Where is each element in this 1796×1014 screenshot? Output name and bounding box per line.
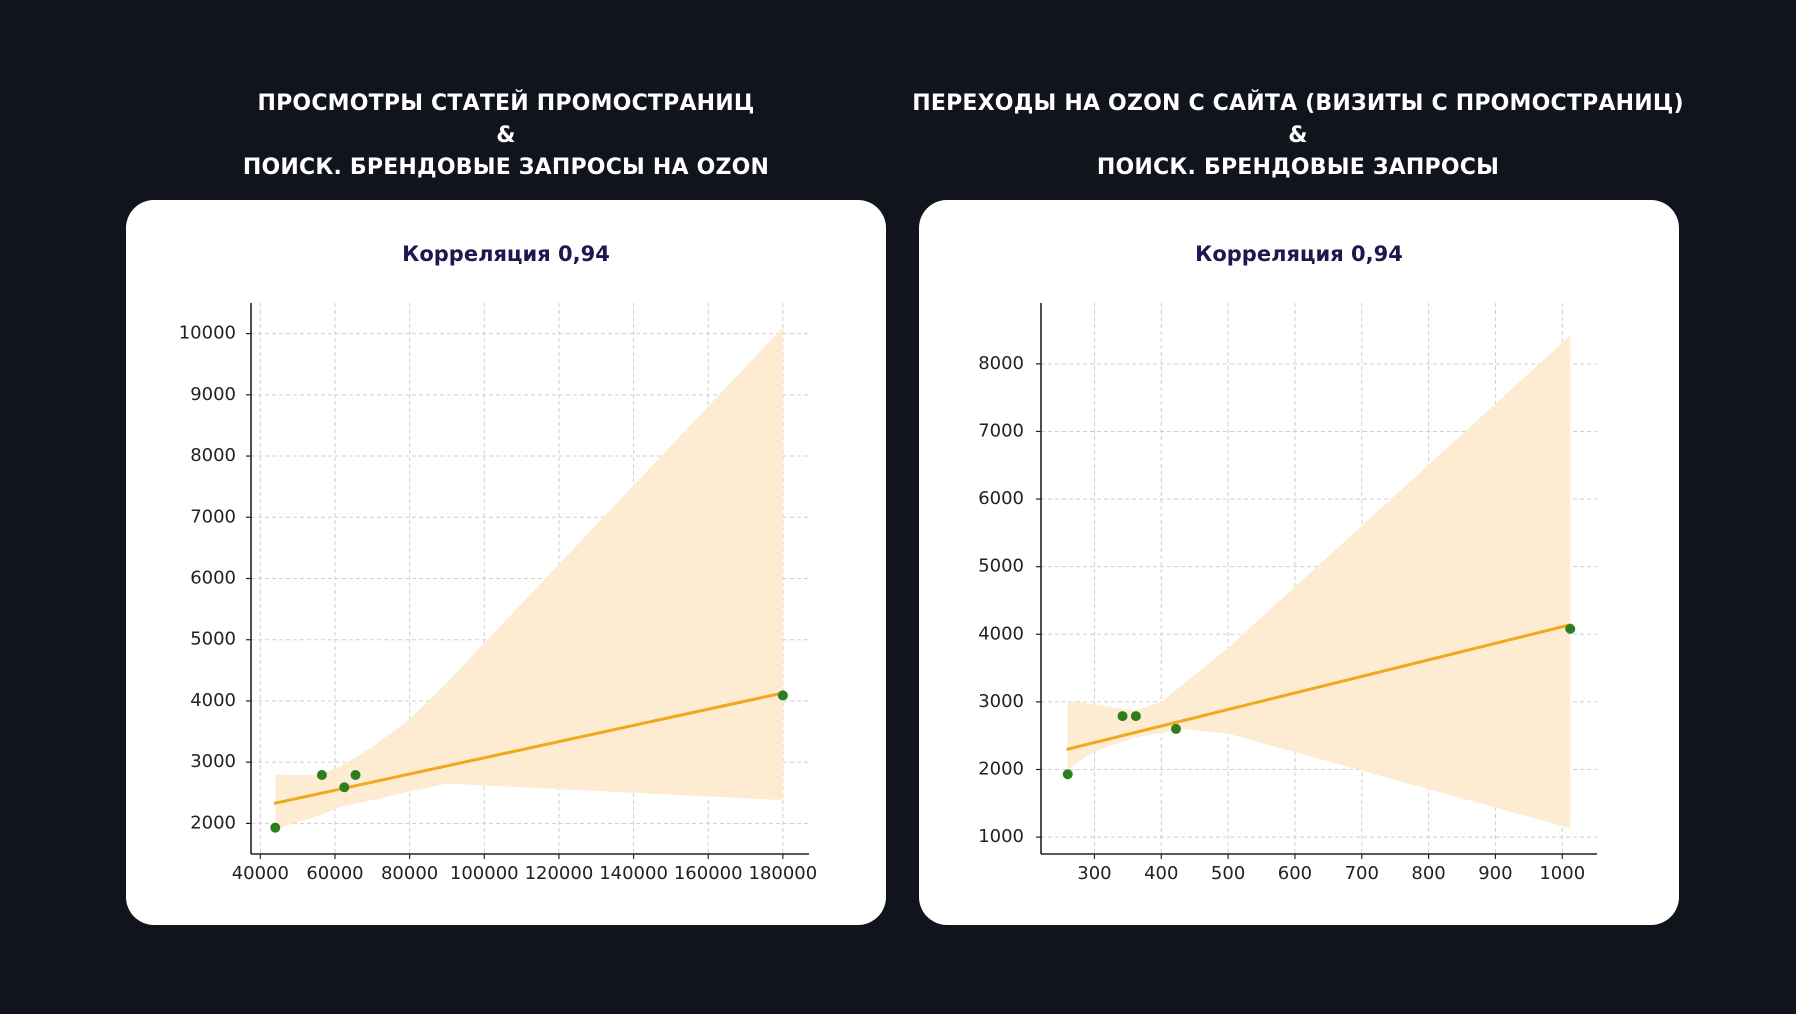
x-tick-label: 120000: [525, 863, 594, 884]
x-tick-label: 600: [1278, 863, 1312, 884]
data-point: [339, 782, 350, 793]
y-tick-label: 8000: [190, 445, 236, 466]
data-point: [1170, 723, 1181, 734]
x-tick-label: 100000: [450, 863, 519, 884]
left-panel-heading: ПРОСМОТРЫ СТАТЕЙ ПРОМОСТРАНИЦ & ПОИСК. Б…: [96, 88, 916, 184]
y-tick-label: 8000: [978, 353, 1024, 374]
y-tick-label: 2000: [978, 758, 1024, 779]
y-tick-label: 5000: [978, 556, 1024, 577]
data-point: [350, 770, 361, 781]
left-heading-ampersand: &: [496, 123, 516, 148]
regression-line: [1066, 623, 1572, 751]
x-tick-label: 1000: [1539, 863, 1585, 884]
y-tick-label: 6000: [190, 568, 236, 589]
x-tick-label: 80000: [381, 863, 438, 884]
regression-line: [273, 691, 785, 805]
x-tick-label: 60000: [306, 863, 363, 884]
right-heading-line3: ПОИСК. БРЕНДОВЫЕ ЗАПРОСЫ: [1096, 155, 1500, 180]
data-point: [1062, 769, 1073, 780]
right-heading-ampersand: &: [1288, 123, 1308, 148]
x-tick-label: 700: [1345, 863, 1379, 884]
x-tick-label: 400: [1144, 863, 1178, 884]
data-point: [1565, 623, 1576, 634]
right-panel-heading: ПЕРЕХОДЫ НА OZON С САЙТА (ВИЗИТЫ С ПРОМО…: [888, 88, 1708, 184]
data-point: [270, 822, 281, 833]
x-tick-label: 800: [1411, 863, 1445, 884]
y-tick-label: 3000: [190, 751, 236, 772]
x-tick-label: 900: [1478, 863, 1512, 884]
confidence-band: [1067, 335, 1571, 829]
right-scatter-chart: 300 400 500 600 700 800 900 1000 1000 2000 3000 400…: [978, 303, 1597, 884]
data-point: [1130, 711, 1141, 722]
confidence-band: [275, 327, 783, 830]
y-tick-label: 5000: [190, 629, 236, 650]
y-tick-label: 4000: [978, 623, 1024, 644]
x-tick-label: 140000: [599, 863, 668, 884]
y-tick-label: 4000: [190, 690, 236, 711]
y-tick-label: 7000: [978, 420, 1024, 441]
left-scatter-chart: 40000 60000 80000 100000 120000 140000 160000 1…: [179, 303, 818, 884]
left-chart-card: Корреляция 0,94 40000 60000 80000 100000 120…: [126, 200, 886, 925]
x-tick-label: 300: [1077, 863, 1111, 884]
y-tick-label: 3000: [978, 691, 1024, 712]
x-tick-label: 160000: [674, 863, 743, 884]
data-point: [316, 770, 327, 781]
right-chart-card: Корреляция 0,94 300 400 500 600 700 800 900 100…: [919, 200, 1679, 925]
x-tick-label: 180000: [749, 863, 818, 884]
left-chart-title: Корреляция 0,94: [402, 242, 610, 266]
left-heading-line1: ПРОСМОТРЫ СТАТЕЙ ПРОМОСТРАНИЦ: [257, 91, 755, 116]
y-tick-label: 7000: [190, 506, 236, 527]
y-tick-label: 1000: [978, 826, 1024, 847]
right-heading-line1: ПЕРЕХОДЫ НА OZON С САЙТА (ВИЗИТЫ С ПРОМО…: [912, 91, 1684, 116]
x-tick-label: 500: [1211, 863, 1245, 884]
left-heading-line3: ПОИСК. БРЕНДОВЫЕ ЗАПРОСЫ НА OZON: [242, 155, 770, 180]
y-tick-label: 9000: [190, 384, 236, 405]
y-tick-label: 2000: [190, 812, 236, 833]
right-chart-title: Корреляция 0,94: [1195, 242, 1403, 266]
data-point: [1117, 711, 1128, 722]
x-tick-label: 40000: [232, 863, 289, 884]
y-tick-label: 10000: [179, 323, 236, 344]
data-point: [777, 690, 788, 701]
y-tick-label: 6000: [978, 488, 1024, 509]
